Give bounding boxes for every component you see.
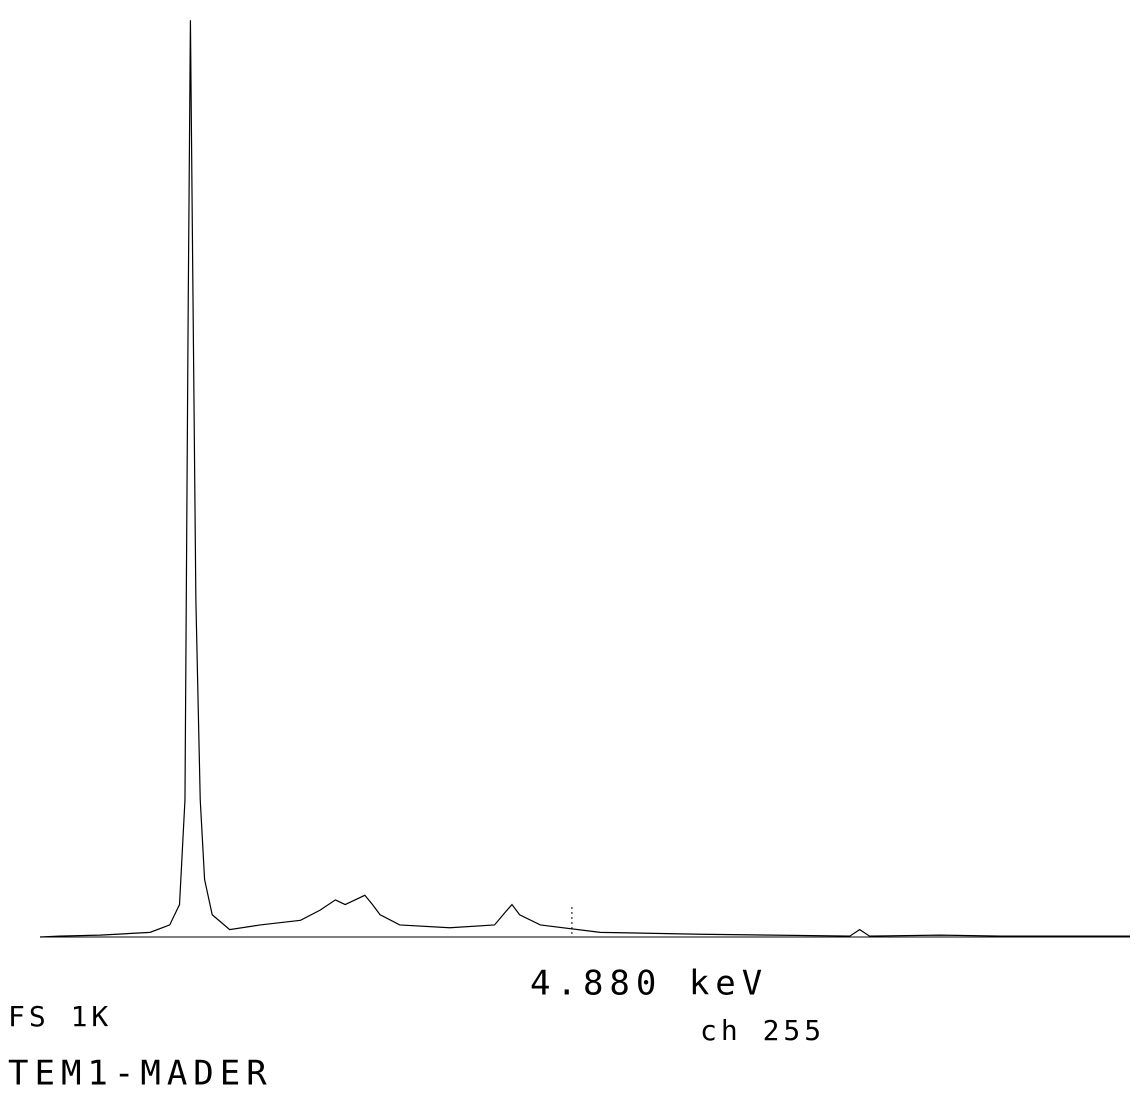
sample-name: TEM1-MADER (8, 1054, 273, 1094)
full-scale: FS 1K (8, 1000, 112, 1033)
channel: ch 255 (700, 1014, 825, 1047)
spectrum (39, 20, 1130, 938)
cursor-readout: 4.880 keV (530, 964, 768, 1004)
